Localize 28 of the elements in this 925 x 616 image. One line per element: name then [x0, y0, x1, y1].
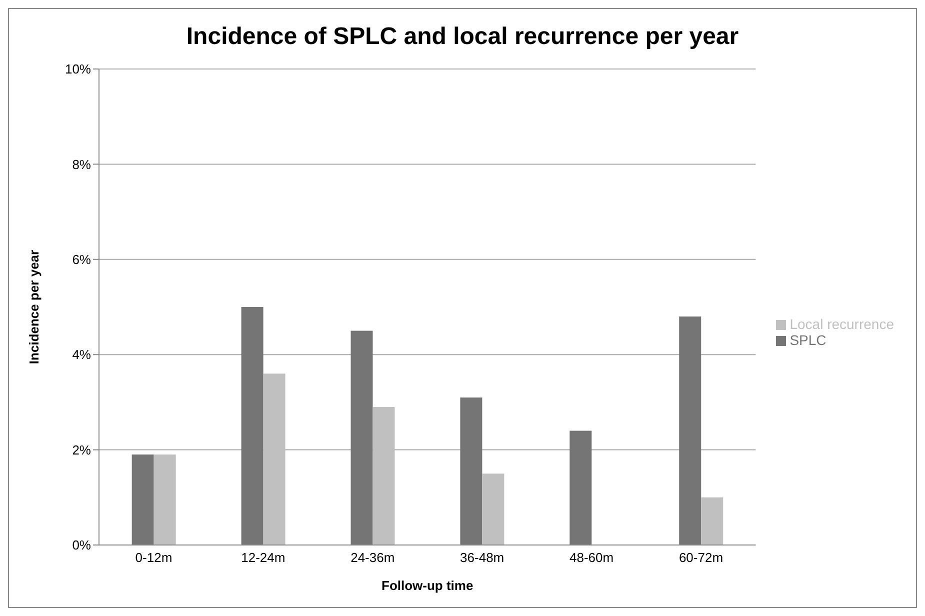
y-axis-title: Incidence per year [26, 250, 42, 364]
bar [372, 406, 395, 545]
bar [679, 316, 702, 545]
y-tick-label: 6% [72, 252, 92, 268]
bar [570, 430, 592, 545]
x-tick-label: 60-72m [678, 550, 724, 566]
y-tick-label: 8% [72, 156, 92, 172]
bar [241, 307, 264, 545]
bar [263, 374, 286, 545]
x-tick-label: 48-60m [570, 550, 614, 566]
y-tick-label: 0% [72, 538, 92, 553]
x-tick-label: 36-48m [460, 550, 504, 566]
bar [701, 497, 724, 545]
bar [482, 474, 504, 545]
x-tick-label: 24-36m [350, 550, 395, 566]
bar [132, 454, 154, 545]
x-tick-label: 12-24m [241, 550, 286, 566]
y-tick-label: 10% [64, 62, 92, 77]
bar [460, 397, 482, 545]
bar [350, 330, 373, 545]
x-axis-title: Follow-up time [382, 578, 474, 593]
y-tick-label: 2% [72, 442, 92, 458]
bar [154, 454, 176, 545]
chart-title: Incidence of SPLC and local recurrence per year [185, 23, 740, 52]
legend-label: SPLC [790, 332, 826, 348]
y-tick-label: 4% [72, 347, 92, 362]
x-tick-label: 0-12m [135, 550, 172, 566]
legend-label: Local recurrence [790, 316, 894, 332]
